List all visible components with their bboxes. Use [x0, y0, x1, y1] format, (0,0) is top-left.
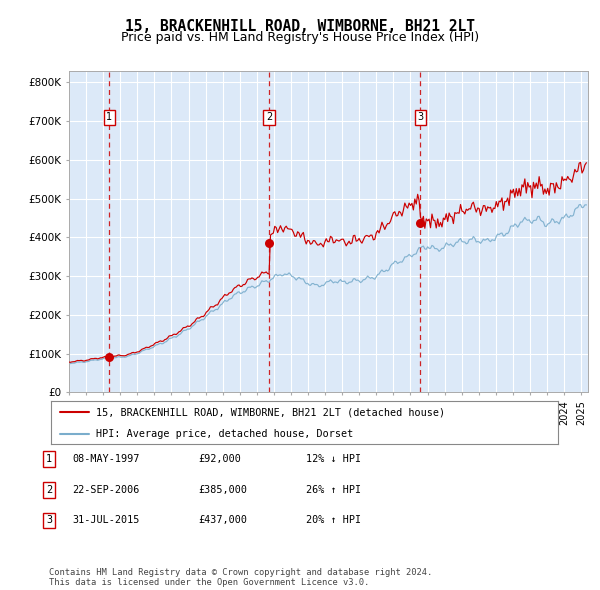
Text: 20% ↑ HPI: 20% ↑ HPI — [306, 516, 361, 525]
Text: 31-JUL-2015: 31-JUL-2015 — [72, 516, 139, 525]
Text: £385,000: £385,000 — [198, 485, 247, 494]
Text: 12% ↓ HPI: 12% ↓ HPI — [306, 454, 361, 464]
Text: 1: 1 — [46, 454, 52, 464]
Text: 2: 2 — [266, 112, 272, 122]
Text: 3: 3 — [417, 112, 424, 122]
Text: 08-MAY-1997: 08-MAY-1997 — [72, 454, 139, 464]
Text: Contains HM Land Registry data © Crown copyright and database right 2024.
This d: Contains HM Land Registry data © Crown c… — [49, 568, 433, 587]
Text: 15, BRACKENHILL ROAD, WIMBORNE, BH21 2LT (detached house): 15, BRACKENHILL ROAD, WIMBORNE, BH21 2LT… — [95, 407, 445, 417]
Text: 26% ↑ HPI: 26% ↑ HPI — [306, 485, 361, 494]
Text: 22-SEP-2006: 22-SEP-2006 — [72, 485, 139, 494]
Text: 1: 1 — [106, 112, 112, 122]
Text: £437,000: £437,000 — [198, 516, 247, 525]
Text: Price paid vs. HM Land Registry's House Price Index (HPI): Price paid vs. HM Land Registry's House … — [121, 31, 479, 44]
Text: £92,000: £92,000 — [198, 454, 241, 464]
Text: 2: 2 — [46, 485, 52, 494]
Text: 3: 3 — [46, 516, 52, 525]
Text: HPI: Average price, detached house, Dorset: HPI: Average price, detached house, Dors… — [95, 430, 353, 440]
Text: 15, BRACKENHILL ROAD, WIMBORNE, BH21 2LT: 15, BRACKENHILL ROAD, WIMBORNE, BH21 2LT — [125, 19, 475, 34]
